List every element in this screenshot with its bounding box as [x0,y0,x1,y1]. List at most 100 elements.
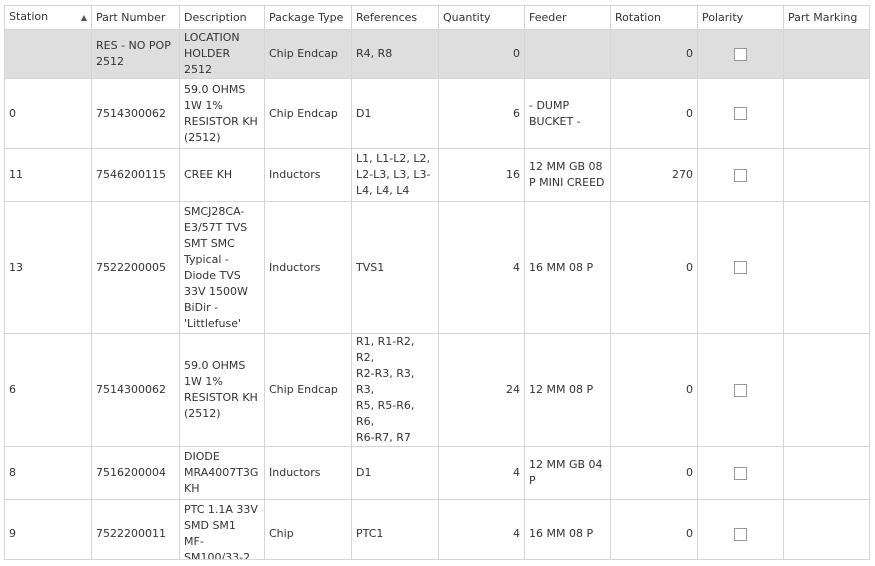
cell-rotation[interactable]: 0 [610,201,698,334]
cell-station[interactable]: 11 [5,148,92,202]
cell-feeder[interactable]: 12 MM 08 P [524,333,611,447]
cell-description[interactable]: 59.0 OHMS 1W 1% RESISTOR KH (2512) [179,78,265,149]
polarity-checkbox[interactable] [734,168,747,182]
cell-quantity[interactable]: 24 [438,333,525,447]
cell-polarity [697,148,784,202]
column-header-quantity[interactable]: Quantity [438,6,525,30]
polarity-checkbox[interactable] [734,261,747,274]
cell-station[interactable] [5,29,92,79]
cell-part-marking[interactable] [783,78,869,149]
cell-references[interactable]: D1 [351,78,439,149]
parts-grid: Station ▲ Part Number Description Package Ty… [4,5,870,560]
cell-part-marking[interactable] [783,201,869,334]
cell-station[interactable]: 9 [5,499,92,559]
cell-station[interactable]: 8 [5,446,92,500]
column-header-part-number[interactable]: Part Number [91,6,180,30]
cell-feeder[interactable]: 16 MM 08 P [524,201,611,334]
table-row[interactable]: 9 7522200011 PTC 1.1A 33V SMD SM1 MF- SM10… [5,499,869,559]
column-header-label: References [356,10,418,24]
column-header-package-type[interactable]: Package Type [264,6,352,30]
cell-part-number[interactable]: 7522200005 [91,201,180,334]
polarity-checkbox[interactable] [734,527,747,541]
table-row[interactable]: 13 7522200005 SMCJ28CA- E3/57T TVS SMT SMC… [5,201,869,334]
cell-part-number[interactable]: 7514300062 [91,78,180,149]
cell-package-type[interactable]: Chip Endcap [264,78,352,149]
cell-quantity[interactable]: 4 [438,201,525,334]
cell-rotation[interactable]: 0 [610,446,698,500]
cell-package-type[interactable]: Inductors [264,201,352,334]
cell-feeder[interactable]: - DUMP BUCKET - [524,78,611,149]
cell-description[interactable]: 59.0 OHMS 1W 1% RESISTOR KH (2512) [179,333,265,447]
cell-description[interactable]: CREE KH [179,148,265,202]
cell-quantity[interactable]: 6 [438,78,525,149]
cell-part-number[interactable]: 7516200004 [91,446,180,500]
cell-rotation[interactable]: 270 [610,148,698,202]
column-header-references[interactable]: References [351,6,439,30]
cell-part-marking[interactable] [783,499,869,559]
cell-part-marking[interactable] [783,29,869,79]
cell-part-marking[interactable] [783,148,869,202]
cell-part-marking[interactable] [783,446,869,500]
column-header-part-marking[interactable]: Part Marking [783,6,869,30]
cell-references[interactable]: D1 [351,446,439,500]
cell-feeder[interactable]: 12 MM GB 04 P [524,446,611,500]
cell-part-number[interactable]: 7546200115 [91,148,180,202]
cell-package-type[interactable]: Inductors [264,446,352,500]
column-header-label: Feeder [529,10,567,24]
cell-description[interactable]: PTC 1.1A 33V SMD SM1 MF- SM100/33-2 [179,499,265,559]
cell-polarity [697,29,784,79]
cell-rotation[interactable]: 0 [610,333,698,447]
column-header-feeder[interactable]: Feeder [524,6,611,30]
parts-table: Station ▲ Part Number Description Package Ty… [5,6,869,559]
polarity-checkbox[interactable] [734,47,747,61]
table-row[interactable]: 0 7514300062 59.0 OHMS 1W 1% RESISTOR KH (… [5,78,869,149]
column-header-polarity[interactable]: Polarity [697,6,784,30]
cell-references[interactable]: R1, R1-R2, R2, R2-R3, R3, R3, R5, R5-R6,… [351,333,439,447]
cell-quantity[interactable]: 16 [438,148,525,202]
column-header-rotation[interactable]: Rotation [610,6,698,30]
cell-package-type[interactable]: Chip Endcap [264,333,352,447]
cell-references[interactable]: L1, L1-L2, L2, L2-L3, L3, L3- L4, L4, L4 [351,148,439,202]
polarity-checkbox[interactable] [734,466,747,480]
column-header-description[interactable]: Description [179,6,265,30]
polarity-checkbox[interactable] [734,383,747,397]
cell-package-type[interactable]: Inductors [264,148,352,202]
cell-references[interactable]: PTC1 [351,499,439,559]
cell-description[interactable]: SMCJ28CA- E3/57T TVS SMT SMC Typical - D… [179,201,265,334]
cell-rotation[interactable]: 0 [610,499,698,559]
cell-polarity [697,499,784,559]
cell-station[interactable]: 6 [5,333,92,447]
table-row[interactable]: RES - NO POP 2512 LOCATION HOLDER 2512 Chi… [5,29,869,79]
cell-quantity[interactable]: 0 [438,29,525,79]
cell-polarity [697,201,784,334]
cell-references[interactable]: R4, R8 [351,29,439,79]
table-row[interactable]: 6 7514300062 59.0 OHMS 1W 1% RESISTOR KH (… [5,333,869,447]
cell-rotation[interactable]: 0 [610,29,698,79]
cell-quantity[interactable]: 4 [438,499,525,559]
cell-package-type[interactable]: Chip Endcap [264,29,352,79]
cell-description[interactable]: DIODE MRA4007T3G KH [179,446,265,500]
cell-rotation[interactable]: 0 [610,78,698,149]
column-header-label: Package Type [269,10,344,24]
cell-part-number[interactable]: 7522200011 [91,499,180,559]
cell-references[interactable]: TVS1 [351,201,439,334]
cell-polarity [697,78,784,149]
cell-feeder[interactable]: 16 MM 08 P [524,499,611,559]
cell-feeder[interactable]: 12 MM GB 08 P MINI CREED [524,148,611,202]
column-header-label: Quantity [443,10,491,24]
cell-station[interactable]: 0 [5,78,92,149]
cell-description[interactable]: LOCATION HOLDER 2512 [179,29,265,79]
cell-part-number[interactable]: 7514300062 [91,333,180,447]
table-row[interactable]: 11 7546200115 CREE KH Inductors L1, L1-L2, L… [5,148,869,202]
column-header-label: Description [184,10,247,24]
cell-part-number[interactable]: RES - NO POP 2512 [91,29,180,79]
cell-quantity[interactable]: 4 [438,446,525,500]
column-header-station[interactable]: Station ▲ [5,6,92,30]
cell-feeder[interactable] [524,29,611,79]
cell-part-marking[interactable] [783,333,869,447]
cell-station[interactable]: 13 [5,201,92,334]
column-header-label: Part Number [96,10,166,24]
polarity-checkbox[interactable] [734,107,747,120]
cell-package-type[interactable]: Chip [264,499,352,559]
table-row[interactable]: 8 7516200004 DIODE MRA4007T3G KH Inductors D… [5,446,869,500]
